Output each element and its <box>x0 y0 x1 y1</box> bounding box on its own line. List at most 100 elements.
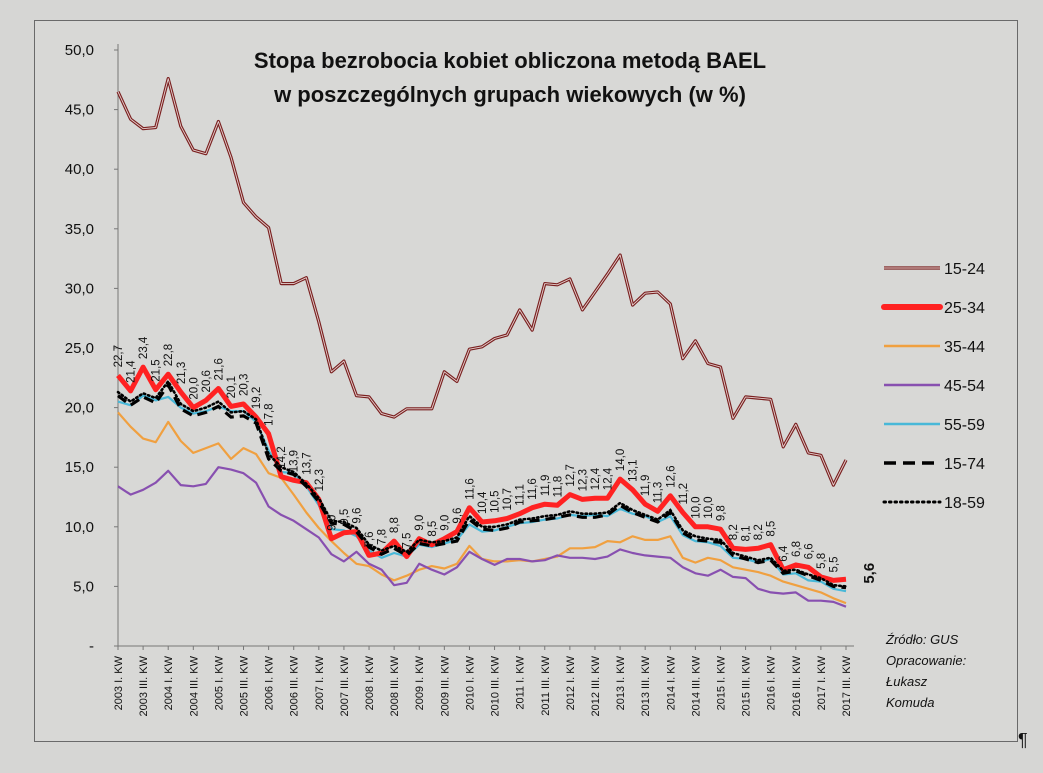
chart-subtitle: w poszczególnych grupach wiekowych (w %) <box>274 82 746 107</box>
data-label: 11,8 <box>552 476 564 498</box>
x-tick-label: 2015 I. KW <box>715 655 727 710</box>
data-label: 8,2 <box>728 524 740 540</box>
x-tick-label: 2009 I. KW <box>414 655 426 710</box>
data-label: 11,2 <box>678 483 690 505</box>
data-label: 14,0 <box>615 449 627 471</box>
legend-label-35-44: 35-44 <box>944 339 985 356</box>
x-tick-label: 2006 III. KW <box>289 655 301 716</box>
series-15-24-line <box>116 77 848 487</box>
data-label: 8,5 <box>427 521 439 537</box>
x-tick-label: 2007 I. KW <box>314 655 326 710</box>
data-label: 10,4 <box>477 491 489 514</box>
data-label: 10,5 <box>490 490 502 512</box>
data-label: 8,2 <box>753 524 765 540</box>
data-label: 17,8 <box>264 403 276 425</box>
data-label: 12,7 <box>565 464 577 486</box>
data-label: 20,1 <box>226 376 238 398</box>
x-tick-label: 2014 I. KW <box>665 655 677 710</box>
x-tick-label: 2008 III. KW <box>389 655 401 716</box>
y-tick-label: 5,0 <box>73 578 94 595</box>
x-tick-label: 2012 I. KW <box>565 655 577 710</box>
last-data-label: 5,6 <box>861 563 878 584</box>
data-label: 12,3 <box>314 469 326 491</box>
x-tick-label: 2003 I. KW <box>113 655 125 710</box>
data-label: 11,9 <box>540 475 552 497</box>
data-label: 21,6 <box>213 358 225 380</box>
data-label: 7,6 <box>364 531 376 547</box>
data-label: 13,1 <box>628 459 640 481</box>
legend-label-15-74: 15-74 <box>944 456 985 473</box>
data-label: 7,5 <box>402 533 414 549</box>
x-tick-label: 2010 I. KW <box>464 655 476 710</box>
data-label: 12,4 <box>603 467 615 490</box>
data-label: 11,1 <box>515 484 527 506</box>
legend-label-55-59: 55-59 <box>944 417 985 434</box>
y-tick-label: 20,0 <box>65 400 94 417</box>
x-tick-label: 2010 III. KW <box>490 655 502 716</box>
pilcrow-mark: ¶ <box>1018 730 1028 750</box>
data-label: 12,3 <box>577 469 589 491</box>
x-tick-label: 2011 I. KW <box>515 655 527 709</box>
x-tick-label: 2011 III. KW <box>540 655 552 715</box>
data-label: 11,6 <box>527 478 539 500</box>
data-label: 10,0 <box>690 496 702 518</box>
y-tick-label: 25,0 <box>65 340 94 357</box>
x-tick-label: 2005 I. KW <box>213 655 225 710</box>
series-45-54-line <box>117 466 847 608</box>
data-label: 8,8 <box>389 517 401 533</box>
series-25-34-line <box>116 364 847 583</box>
y-tick-label: 10,0 <box>65 519 94 536</box>
data-label: 9,0 <box>439 515 451 531</box>
x-tick-label: 2006 I. KW <box>264 655 276 710</box>
y-tick-label: 40,0 <box>65 161 94 178</box>
data-label: 12,6 <box>665 465 677 487</box>
author-last-name: Komuda <box>886 695 935 710</box>
series-15-24-line-inner <box>117 78 847 486</box>
x-tick-label: 2007 III. KW <box>339 655 351 716</box>
data-label: 20,3 <box>239 374 251 396</box>
x-tick-label: 2017 III. KW <box>841 655 853 716</box>
data-label: 20,6 <box>201 370 213 392</box>
x-tick-label: 2004 III. KW <box>188 655 200 716</box>
data-label: 19,2 <box>251 387 263 409</box>
y-tick-label: 30,0 <box>65 280 94 297</box>
data-label: 23,4 <box>138 336 150 359</box>
data-label: 22,7 <box>113 345 125 367</box>
y-tick-label: 15,0 <box>65 459 94 476</box>
data-label: 21,5 <box>151 359 163 381</box>
legend-label-15-24: 15-24 <box>944 261 985 278</box>
author-label: Opracowanie: <box>886 653 967 668</box>
data-label: 6,6 <box>803 543 815 559</box>
data-label: 13,7 <box>301 452 313 474</box>
x-tick-label: 2009 III. KW <box>439 655 451 716</box>
chart-title: Stopa bezrobocia kobiet obliczona metodą… <box>253 48 767 73</box>
data-label: 8,1 <box>741 525 753 541</box>
x-tick-label: 2014 III. KW <box>690 655 702 716</box>
data-label: 9,0 <box>326 515 338 531</box>
data-label: 6,8 <box>791 541 803 557</box>
data-label: 14,2 <box>276 446 288 468</box>
data-label: 21,3 <box>176 362 188 384</box>
x-tick-label: 2012 III. KW <box>590 655 602 716</box>
y-tick-label: 35,0 <box>65 221 94 238</box>
x-tick-label: 2015 III. KW <box>741 655 753 716</box>
legend-label-45-54: 45-54 <box>944 378 985 395</box>
x-tick-label: 2013 III. KW <box>640 655 652 716</box>
data-label: 10,7 <box>502 488 514 510</box>
x-tick-label: 2013 I. KW <box>615 655 627 710</box>
author-first-name: Łukasz <box>886 674 928 689</box>
data-label: 11,3 <box>653 482 665 504</box>
data-label: 9,0 <box>414 515 426 531</box>
data-label: 7,8 <box>377 529 389 545</box>
x-tick-label: 2005 III. KW <box>239 655 251 716</box>
x-tick-label: 2016 I. KW <box>766 655 778 710</box>
x-tick-label: 2016 III. KW <box>791 655 803 716</box>
data-label: 11,6 <box>464 478 476 500</box>
data-label: 12,4 <box>590 467 602 490</box>
series-18-59-line <box>116 379 848 588</box>
x-tick-label: 2003 III. KW <box>138 655 150 716</box>
data-label: 9,8 <box>715 505 727 521</box>
data-label: 8,5 <box>766 521 778 537</box>
chart-frame <box>34 20 1018 742</box>
